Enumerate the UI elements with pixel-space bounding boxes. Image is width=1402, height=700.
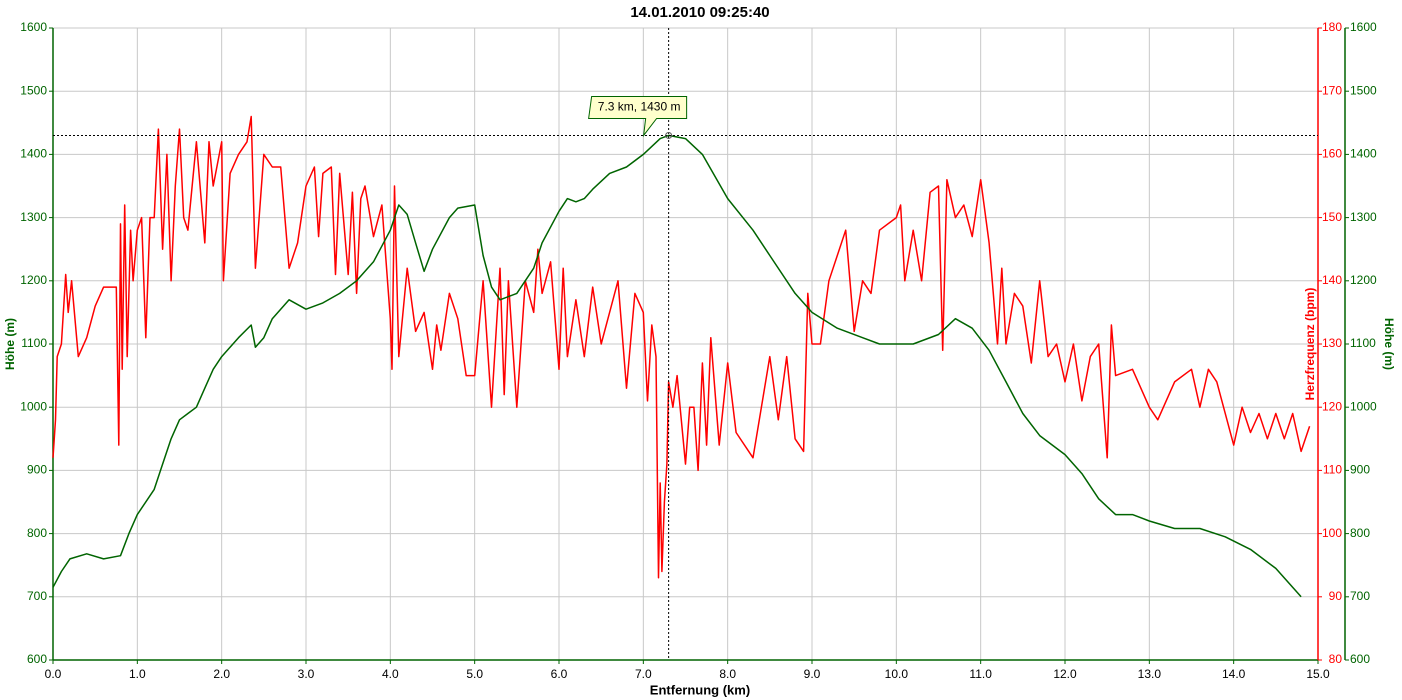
y2-tick-label: 140: [1322, 273, 1342, 287]
x-tick-label: 6.0: [551, 667, 568, 681]
y-tick-label: 1500: [20, 83, 47, 97]
x-tick-label: 11.0: [969, 667, 992, 681]
chart-title: 14.01.2010 09:25:40: [630, 4, 769, 21]
y-tick-label: 1100: [21, 336, 47, 350]
x-tick-label: 10.0: [885, 667, 909, 681]
x-tick-label: 2.0: [213, 667, 230, 681]
x-tick-label: 7.0: [635, 667, 652, 681]
y2-tick-label: 100: [1322, 526, 1342, 540]
annotation-box: [588, 95, 688, 138]
y-tick-label: 1300: [20, 210, 47, 224]
annotation-label: 7.3 km, 1430 m: [598, 100, 681, 114]
y2-tick-label: 120: [1322, 399, 1342, 413]
x-tick-label: 4.0: [382, 667, 399, 681]
x-tick-label: 12.0: [1053, 667, 1077, 681]
y-tick-label: 1600: [20, 20, 47, 34]
x-tick-label: 8.0: [719, 667, 736, 681]
y2-tick-label: 110: [1323, 463, 1342, 477]
y-axis-label: Höhe (m): [3, 318, 17, 370]
x-tick-label: 9.0: [804, 667, 821, 681]
x-tick-label: 13.0: [1138, 667, 1162, 681]
y3-tick-label: 1000: [1350, 399, 1377, 413]
crosshair-point: [665, 131, 673, 139]
y3-tick-label: 1200: [1350, 273, 1377, 287]
y2-tick-label: 150: [1322, 210, 1342, 224]
x-tick-label: 15.0: [1306, 667, 1330, 681]
y-tick-label: 1000: [20, 399, 47, 413]
y2-tick-label: 80: [1329, 652, 1343, 666]
y3-tick-label: 600: [1350, 652, 1370, 666]
x-tick-label: 5.0: [466, 667, 483, 681]
y-tick-label: 700: [27, 589, 47, 603]
y3-tick-label: 1500: [1350, 83, 1377, 97]
y3-tick-label: 800: [1350, 526, 1370, 540]
y2-tick-label: 130: [1322, 336, 1342, 350]
y2-tick-label: 180: [1322, 20, 1342, 34]
y3-tick-label: 1600: [1350, 20, 1377, 34]
y2-tick-label: 170: [1322, 83, 1342, 97]
y3-tick-label: 700: [1350, 589, 1370, 603]
x-axis-label: Entfernung (km): [650, 682, 750, 697]
y-tick-label: 600: [27, 652, 47, 666]
y3-tick-label: 1100: [1350, 336, 1376, 350]
y-tick-label: 1400: [20, 147, 47, 161]
y2-tick-label: 90: [1329, 589, 1343, 603]
x-tick-label: 3.0: [298, 667, 315, 681]
y3-tick-label: 1400: [1350, 147, 1377, 161]
data-line: [52, 134, 1302, 598]
y-tick-label: 800: [27, 526, 47, 540]
data-line: [52, 115, 1311, 579]
x-tick-label: 1.0: [129, 667, 146, 681]
y3-tick-label: 1300: [1350, 210, 1377, 224]
x-tick-label: 14.0: [1222, 667, 1246, 681]
y-tick-label: 1200: [20, 273, 47, 287]
y-tick-label: 900: [27, 463, 47, 477]
y3-axis-label: Höhe (m): [1382, 318, 1396, 370]
x-tick-label: 0.0: [45, 667, 62, 681]
y2-tick-label: 160: [1322, 147, 1342, 161]
y3-tick-label: 900: [1350, 463, 1370, 477]
